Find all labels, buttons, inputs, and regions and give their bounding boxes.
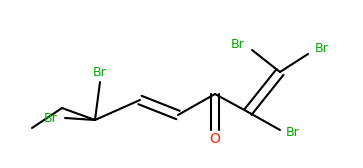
Text: Br: Br [93, 66, 107, 78]
Text: Br: Br [315, 43, 329, 55]
Text: Br: Br [44, 112, 58, 124]
Text: O: O [209, 132, 220, 146]
Text: Br: Br [231, 38, 245, 52]
Text: Br: Br [286, 127, 300, 139]
